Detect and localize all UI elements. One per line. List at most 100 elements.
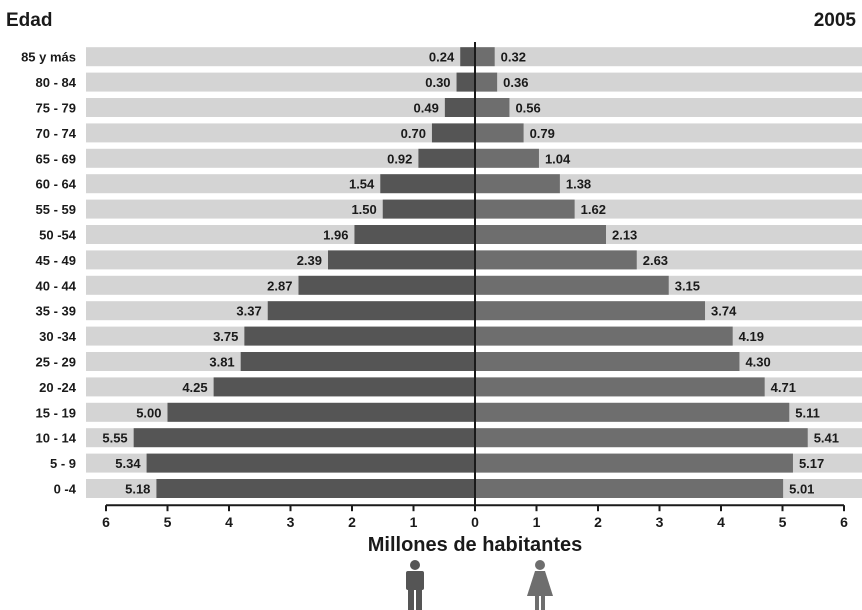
age-category-label: 70 - 74: [36, 126, 77, 141]
value-label-right: 4.71: [771, 380, 796, 395]
value-label-right: 1.38: [566, 177, 591, 192]
bar-left: [146, 453, 475, 473]
bar-left: [431, 123, 475, 143]
bar-left: [418, 148, 475, 168]
x-tick-label: 1: [533, 514, 541, 530]
bar-right: [475, 123, 524, 143]
x-tick-label: 2: [594, 514, 602, 530]
bar-right: [475, 428, 808, 448]
bar-right: [475, 275, 669, 295]
male-icon-leg-right: [416, 589, 422, 610]
male-icon: [406, 560, 424, 610]
value-label-left: 0.49: [414, 101, 439, 116]
female-icon: [527, 560, 553, 610]
bar-right: [475, 326, 733, 346]
age-category-label: 25 - 29: [36, 355, 76, 370]
x-tick-label: 3: [287, 514, 295, 530]
bar-right: [475, 225, 606, 244]
x-tick-label: 6: [840, 514, 848, 530]
bar-left: [167, 402, 475, 422]
bar-left: [267, 301, 475, 321]
x-axis-title: Millones de habitantes: [367, 534, 583, 556]
chart-year-title: 2005: [813, 10, 856, 31]
value-label-right: 0.36: [503, 75, 528, 90]
bar-right: [475, 72, 498, 92]
x-tick-label: 1: [410, 514, 418, 530]
female-icon-leg-left: [535, 596, 539, 610]
bar-left: [380, 174, 475, 194]
age-category-label: 55 - 59: [36, 202, 76, 217]
bar-left: [456, 72, 475, 92]
value-label-right: 5.11: [795, 405, 820, 420]
bar-right: [475, 98, 510, 117]
bar-right: [475, 199, 575, 219]
bar-left: [213, 377, 475, 397]
bar-left: [444, 98, 475, 117]
x-tick-label: 0: [471, 514, 479, 530]
bar-right: [475, 402, 790, 422]
bar-right: [475, 377, 765, 397]
x-tick-label: 3: [656, 514, 664, 530]
female-icon-dress: [527, 571, 553, 596]
value-label-right: 3.15: [675, 278, 700, 293]
female-icon-leg-right: [541, 596, 545, 610]
age-category-label: 85 y más: [21, 50, 76, 65]
age-category-label: 80 - 84: [36, 75, 77, 90]
value-label-left: 2.87: [267, 278, 292, 293]
bar-right: [475, 174, 560, 194]
bar-left: [133, 428, 476, 448]
value-label-left: 5.55: [102, 431, 127, 446]
bar-right: [475, 301, 706, 321]
bar-left: [240, 352, 475, 371]
value-label-right: 5.17: [799, 456, 824, 471]
y-axis-title: Edad: [6, 10, 53, 31]
value-label-left: 0.92: [387, 151, 412, 166]
age-category-label: 20 -24: [39, 380, 77, 395]
bar-left: [156, 479, 475, 498]
value-label-right: 4.19: [739, 329, 764, 344]
age-category-label: 0 -4: [54, 482, 77, 497]
bar-left: [460, 47, 475, 67]
value-label-right: 3.74: [711, 304, 737, 319]
value-label-left: 0.24: [429, 50, 455, 65]
value-label-left: 0.70: [401, 126, 426, 141]
bar-right: [475, 47, 495, 67]
age-category-label: 5 - 9: [50, 456, 76, 471]
bar-left: [298, 275, 475, 295]
bar-right: [475, 352, 740, 371]
bar-right: [475, 453, 793, 473]
x-tick-label: 6: [102, 514, 110, 530]
bar-right: [475, 250, 637, 270]
value-label-right: 2.63: [643, 253, 668, 268]
bar-left: [328, 250, 475, 270]
value-label-left: 2.39: [297, 253, 322, 268]
value-label-right: 0.56: [515, 101, 540, 116]
value-label-right: 1.62: [581, 202, 606, 217]
bar-right: [475, 148, 539, 168]
value-label-left: 5.18: [125, 482, 150, 497]
x-tick-label: 2: [348, 514, 356, 530]
bar-right: [475, 479, 784, 498]
age-category-label: 35 - 39: [36, 304, 76, 319]
bar-left: [382, 199, 475, 219]
value-label-left: 3.81: [209, 355, 234, 370]
age-category-label: 65 - 69: [36, 151, 76, 166]
value-label-right: 0.79: [530, 126, 555, 141]
age-category-label: 10 - 14: [36, 431, 77, 446]
age-category-label: 15 - 19: [36, 405, 76, 420]
value-label-left: 1.50: [351, 202, 376, 217]
value-label-left: 1.96: [323, 228, 348, 243]
x-tick-label: 5: [164, 514, 172, 530]
age-category-label: 50 -54: [39, 228, 77, 243]
value-label-right: 2.13: [612, 228, 637, 243]
value-label-right: 4.30: [745, 355, 770, 370]
female-icon-head: [535, 560, 545, 570]
age-category-label: 45 - 49: [36, 253, 76, 268]
x-tick-label: 4: [717, 514, 725, 530]
value-label-left: 3.75: [213, 329, 238, 344]
male-icon-head: [410, 560, 420, 570]
age-category-label: 30 -34: [39, 329, 77, 344]
value-label-left: 3.37: [236, 304, 261, 319]
age-category-label: 40 - 44: [36, 278, 77, 293]
value-label-left: 1.54: [349, 177, 375, 192]
